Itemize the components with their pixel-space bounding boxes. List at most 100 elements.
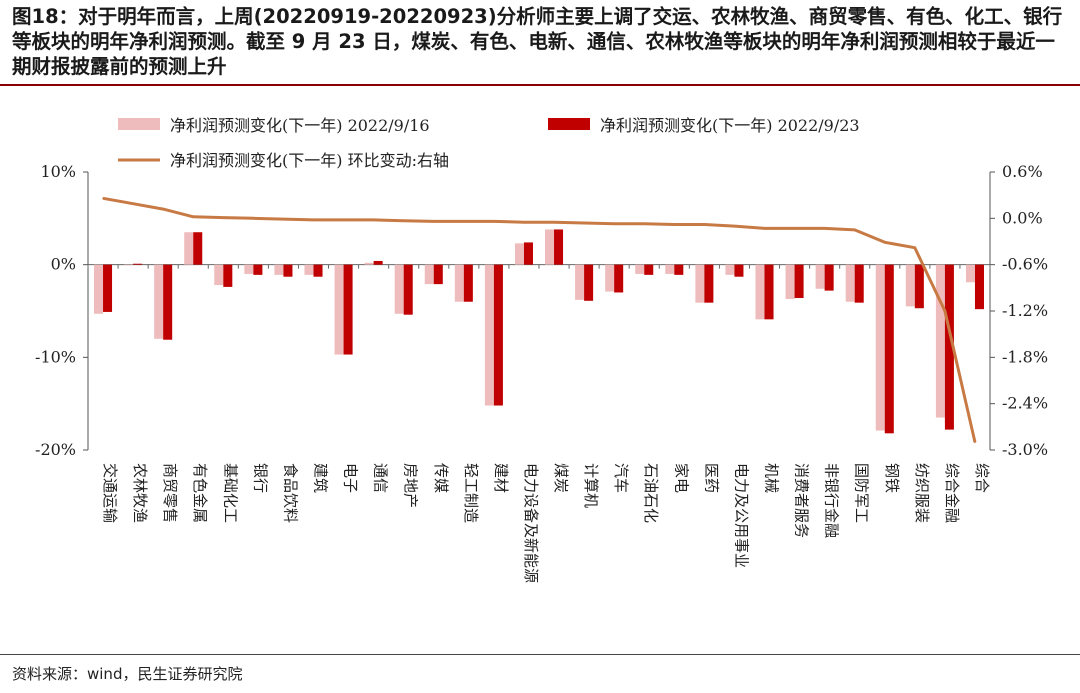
line-point (282, 218, 285, 220)
bar-2022-09-16 (875, 264, 885, 431)
line-point (432, 220, 435, 223)
bar-2022-09-16 (935, 264, 945, 418)
line-point (372, 219, 375, 221)
bar-2022-09-23 (944, 264, 954, 430)
line-point (162, 208, 164, 210)
bar-2022-09-23 (764, 264, 774, 320)
bar-2022-09-23 (644, 264, 654, 275)
category-label: 国防军工 (853, 463, 871, 523)
legend-label-line: 净利润预测变化(下一年) 环比变动:右轴 (170, 151, 449, 170)
bar-2022-09-23 (313, 264, 323, 277)
line-point (613, 222, 615, 225)
bar-2022-09-23 (854, 264, 864, 303)
bar-2022-09-23 (974, 264, 984, 310)
category-label: 建材 (492, 463, 510, 493)
y-left-tick-label: 0% (51, 255, 76, 274)
line-point (763, 227, 766, 230)
category-label: 消费者服务 (793, 463, 811, 538)
bar-2022-09-23 (103, 264, 113, 312)
bar-2022-09-16 (635, 264, 645, 274)
category-label: 纺织服装 (913, 463, 931, 523)
category-label: 电子 (342, 463, 360, 493)
line-point (222, 216, 225, 219)
line-point (132, 202, 134, 205)
bar-2022-09-16 (725, 264, 735, 275)
category-label: 医药 (702, 463, 720, 493)
line-point (192, 215, 195, 218)
category-label: 建筑 (312, 463, 330, 493)
line-point (493, 220, 495, 223)
bar-2022-09-23 (794, 264, 804, 299)
bar-2022-09-23 (704, 264, 714, 303)
bar-2022-09-23 (283, 264, 293, 277)
bar-2022-09-23 (433, 264, 443, 285)
bar-2022-09-16 (575, 264, 585, 300)
y-right-tick-label: -3.0% (1002, 440, 1048, 459)
bar-2022-09-23 (554, 229, 564, 265)
category-label: 通信 (372, 463, 390, 493)
category-label: 银行 (251, 463, 269, 493)
bar-2022-09-16 (274, 264, 284, 275)
category-label: 计算机 (582, 463, 600, 508)
bar-2022-09-23 (674, 264, 684, 275)
line-point (402, 219, 405, 222)
bar-2022-09-16 (94, 264, 104, 314)
category-label: 食品饮料 (281, 463, 299, 523)
bars (94, 229, 984, 434)
y-right-tick-label: -1.2% (1002, 301, 1048, 320)
category-label: 综合金融 (943, 463, 961, 523)
bar-2022-09-23 (584, 264, 594, 301)
line-point (312, 219, 315, 221)
y-left-tick-label: 10% (40, 162, 76, 181)
line-point (853, 229, 856, 231)
legend-swatch-2022-09-16 (118, 118, 160, 130)
line-point (733, 225, 736, 227)
bar-2022-09-23 (734, 264, 744, 277)
bar-2022-09-16 (334, 264, 344, 355)
bar-2022-09-16 (454, 264, 464, 302)
bar-2022-09-16 (785, 264, 795, 299)
bar-2022-09-23 (373, 260, 383, 265)
bar-2022-09-16 (214, 264, 224, 286)
category-label: 电力设备及新能源 (522, 463, 540, 583)
bar-2022-09-23 (253, 264, 263, 275)
footer-divider (0, 654, 1080, 655)
bar-2022-09-23 (133, 263, 143, 265)
line-point (703, 223, 706, 226)
bar-2022-09-23 (403, 264, 413, 315)
line-point (553, 221, 555, 223)
bar-2022-09-16 (545, 229, 555, 265)
bar-2022-09-16 (695, 264, 705, 303)
line-point (523, 221, 525, 223)
line-point (793, 227, 796, 230)
bar-2022-09-16 (755, 264, 765, 320)
bar-2022-09-16 (965, 264, 975, 283)
category-label: 家电 (672, 463, 690, 493)
bar-2022-09-16 (845, 264, 855, 302)
category-label: 汽车 (612, 463, 630, 493)
source-note: 资料来源：wind，民生证券研究院 (12, 665, 243, 683)
bar-2022-09-23 (493, 264, 503, 406)
bar-2022-09-23 (193, 232, 203, 265)
line-point (974, 441, 976, 444)
category-label: 综合 (973, 463, 991, 493)
line-point (102, 197, 104, 200)
title-divider (0, 84, 1080, 86)
line-point (252, 217, 255, 220)
axes: 10% 0% -10% -20% 0.6% 0.0% -0.6% -1.2% -1.8% -2.4… (35, 162, 1048, 459)
bar-2022-09-23 (163, 264, 173, 340)
category-label: 房地产 (402, 463, 420, 508)
line-mom-change (102, 196, 977, 443)
line-point (342, 219, 345, 221)
bar-2022-09-23 (824, 264, 834, 291)
bar-2022-09-16 (605, 264, 615, 292)
y-right-tick-label: -0.6% (1002, 255, 1048, 274)
legend-label-2022-09-23: 净利润预测变化(下一年) 2022/9/23 (600, 116, 860, 135)
legend-swatch-2022-09-23 (548, 118, 590, 130)
category-label: 交通运输 (101, 463, 119, 523)
line-point (914, 246, 916, 249)
bar-2022-09-16 (184, 232, 194, 265)
bar-2022-09-16 (124, 264, 134, 266)
category-label: 非银行金融 (823, 463, 841, 538)
